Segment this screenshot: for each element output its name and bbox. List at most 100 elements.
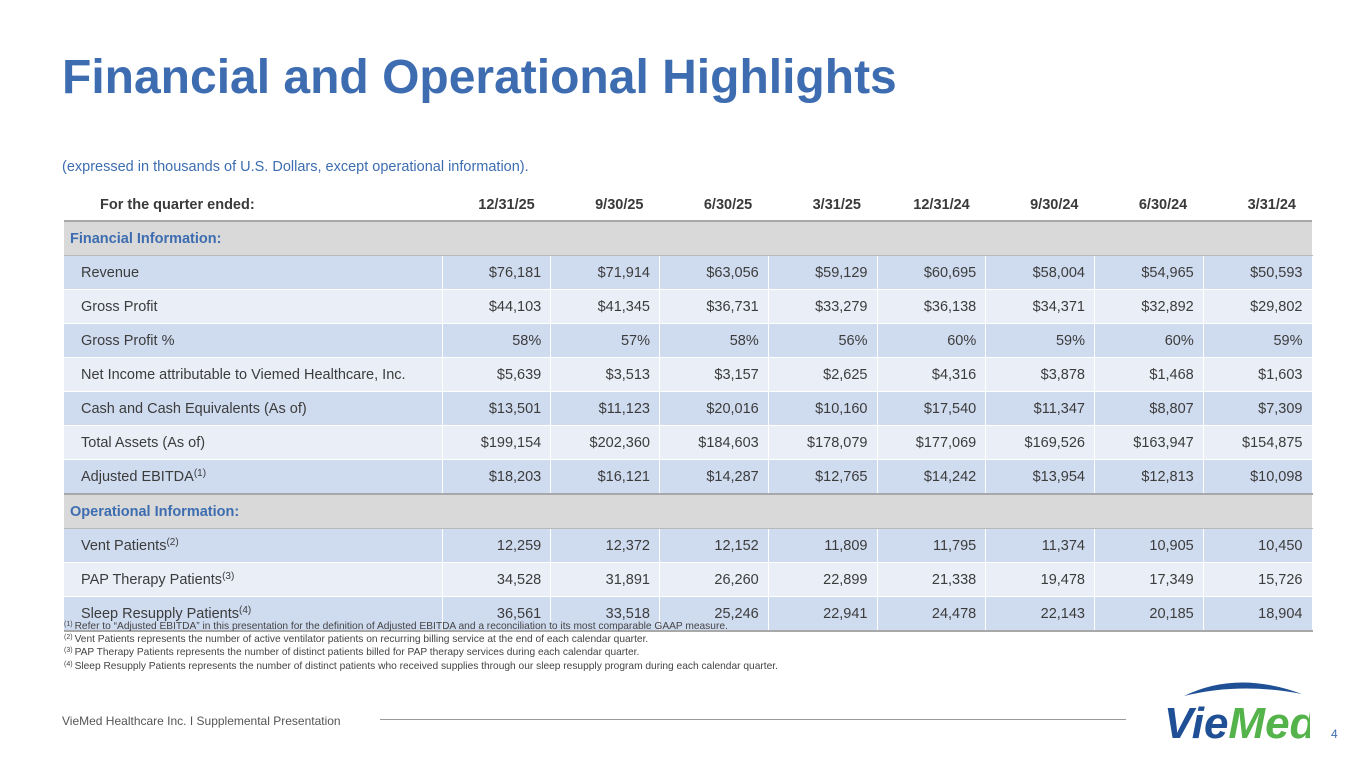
table-cell: $71,914: [550, 255, 660, 290]
table-cell: $1,468: [1094, 357, 1204, 392]
table-cell: 59%: [1203, 323, 1313, 358]
table-cell: 21,338: [877, 562, 987, 597]
table-cell: $10,160: [768, 391, 878, 426]
table-cell: 17,349: [1094, 562, 1204, 597]
row-label: PAP Therapy Patients(3): [64, 562, 443, 597]
table-cell: $41,345: [550, 289, 660, 324]
table-cell: $169,526: [985, 425, 1095, 460]
table-cell: $3,878: [985, 357, 1095, 392]
row-label: Net Income attributable to Viemed Health…: [64, 357, 443, 392]
viemed-logo: VieMed: [1164, 682, 1310, 746]
page-title: Financial and Operational Highlights: [62, 51, 897, 104]
table-cell: $184,603: [659, 425, 769, 460]
table-cell: $5,639: [442, 357, 552, 392]
footnote-marker: (1): [193, 468, 207, 479]
table-cell: 12,152: [659, 528, 769, 563]
table-cell: 56%: [768, 323, 878, 358]
footnote: (1) Refer to “Adjusted EBITDA” in this pr…: [64, 621, 728, 632]
table-cell: $11,347: [985, 391, 1095, 426]
table-cell: $13,501: [442, 391, 552, 426]
table-cell: $54,965: [1094, 255, 1204, 290]
table-cell: $7,309: [1203, 391, 1313, 426]
row-label: Gross Profit %: [64, 323, 443, 358]
table-cell: 20,185: [1094, 596, 1204, 632]
table-cell: 60%: [1094, 323, 1204, 358]
table-cell: 12,259: [442, 528, 552, 563]
table-cell: $20,016: [659, 391, 769, 426]
table-cell: $36,138: [877, 289, 987, 324]
period-header: 12/31/24: [877, 190, 986, 222]
table-cell: 60%: [877, 323, 987, 358]
table-row: Sleep Resupply Patients(4) 36,561 33,518 25…: [64, 596, 1313, 632]
footer-divider: [380, 719, 1126, 720]
period-header: 12/31/25: [442, 190, 551, 222]
table-cell: $199,154: [442, 425, 552, 460]
highlights-table: For the quarter ended: 12/31/25 9/30/25 …: [64, 190, 1313, 632]
table-cell: 19,478: [985, 562, 1095, 597]
table-cell: 25,246: [659, 596, 769, 632]
footnotes: (1) Refer to “Adjusted EBITDA” in this pr…: [64, 619, 778, 672]
table-cell: 10,905: [1094, 528, 1204, 563]
period-header: 9/30/24: [985, 190, 1095, 222]
table-cell: $163,947: [1094, 425, 1204, 460]
table-cell: $4,316: [877, 357, 987, 392]
table-header-row: For the quarter ended: 12/31/25 9/30/25 …: [64, 190, 1312, 222]
table-cell: 22,899: [768, 562, 878, 597]
footer-text: VieMed Healthcare Inc. I Supplemental Pr…: [62, 714, 341, 728]
table-cell: $34,371: [985, 289, 1095, 324]
table-cell: $36,731: [659, 289, 769, 324]
table-cell: $8,807: [1094, 391, 1204, 426]
table-cell: $3,157: [659, 357, 769, 392]
table-cell: $178,079: [768, 425, 878, 460]
header-label: For the quarter ended:: [64, 190, 442, 222]
table-cell: 36,561: [442, 596, 552, 632]
table-cell: $17,540: [877, 391, 987, 426]
section-title: Operational Information:: [64, 494, 1312, 529]
table-cell: 11,809: [768, 528, 878, 563]
table-cell: $3,513: [550, 357, 660, 392]
table-cell: $13,954: [985, 459, 1095, 495]
table-cell: $76,181: [442, 255, 552, 290]
table-cell: 18,904: [1203, 596, 1313, 632]
row-label: Gross Profit: [64, 289, 443, 324]
table-cell: 26,260: [659, 562, 769, 597]
table-row: Total Assets (As of) $199,154 $202,360 $184…: [64, 425, 1313, 460]
table-row: Gross Profit $44,103 $41,345 $36,731 $33,279…: [64, 289, 1313, 324]
table-cell: 10,450: [1203, 528, 1313, 563]
table-cell: $11,123: [550, 391, 660, 426]
table-cell: $177,069: [877, 425, 987, 460]
table-cell: $154,875: [1203, 425, 1313, 460]
table-cell: 22,941: [768, 596, 878, 632]
table-cell: $32,892: [1094, 289, 1204, 324]
table-cell: 33,518: [550, 596, 660, 632]
row-label: Adjusted EBITDA(1): [64, 459, 443, 495]
table-cell: $202,360: [550, 425, 660, 460]
table-cell: 59%: [985, 323, 1095, 358]
table-row: Adjusted EBITDA(1) $18,203 $16,121 $14,287 $…: [64, 459, 1313, 495]
footnote: (3) PAP Therapy Patients represents the n…: [64, 647, 640, 659]
table-cell: $33,279: [768, 289, 878, 324]
row-label: Sleep Resupply Patients(4): [64, 596, 443, 632]
table-cell: $14,287: [659, 459, 769, 495]
table-cell: 57%: [550, 323, 660, 358]
period-header: 3/31/24: [1203, 190, 1312, 222]
footnote-marker: (2): [166, 537, 179, 548]
section-header-row: Financial Information:: [64, 221, 1312, 256]
table-row: Net Income attributable to Viemed Health…: [64, 357, 1313, 392]
table-cell: $16,121: [550, 459, 660, 495]
table-cell: $44,103: [442, 289, 552, 324]
section-header-row: Operational Information:: [64, 494, 1312, 529]
logo-wordmark: VieMed: [1164, 699, 1310, 746]
table-cell: 24,478: [877, 596, 987, 632]
table-cell: $60,695: [877, 255, 987, 290]
table-row: Revenue $76,181 $71,914 $63,056 $59,129 $60,6…: [64, 255, 1313, 290]
row-label: Vent Patients(2): [64, 528, 443, 563]
table-cell: 58%: [659, 323, 769, 358]
table-cell: $18,203: [442, 459, 552, 495]
table-cell: $58,004: [985, 255, 1095, 290]
table-row: Vent Patients(2) 12,259 12,372 12,152 11,809…: [64, 528, 1313, 563]
table-cell: $12,813: [1094, 459, 1204, 495]
table-cell: $10,098: [1203, 459, 1313, 495]
table-cell: $1,603: [1203, 357, 1313, 392]
table-cell: $63,056: [659, 255, 769, 290]
